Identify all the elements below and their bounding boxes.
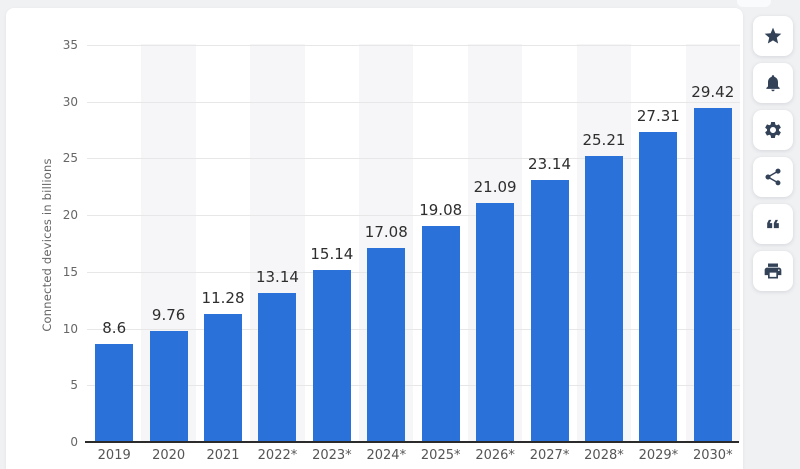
share-button[interactable] (753, 157, 793, 197)
bar-2029*[interactable] (639, 132, 678, 442)
gridline-y-35 (87, 45, 740, 46)
x-tick-label-2029*: 2029* (638, 448, 679, 463)
y-tick-label-15: 15 (62, 264, 78, 279)
bar-2030*[interactable] (693, 108, 732, 442)
bar-value-2030*: 29.42 (691, 83, 735, 102)
bar-value-2023*: 15.14 (310, 245, 354, 264)
favorite-button[interactable] (753, 16, 793, 56)
bar-value-2020: 9.76 (151, 306, 186, 325)
x-tick-label-2030*: 2030* (692, 448, 733, 463)
bar-2021[interactable] (204, 314, 243, 442)
bell-icon (763, 73, 783, 93)
y-tick-label-20: 20 (62, 208, 78, 223)
y-tick-label-5: 5 (70, 378, 78, 393)
x-tick-label-2019: 2019 (97, 448, 131, 463)
bar-value-2027*: 23.14 (528, 154, 571, 173)
bar-2023*[interactable] (312, 270, 351, 442)
bar-2025*[interactable] (421, 225, 460, 442)
y-tick-label-0: 0 (70, 435, 78, 449)
bar-value-2028*: 25.21 (582, 131, 626, 150)
bar-2026*[interactable] (476, 202, 515, 442)
bar-value-2024*: 17.08 (364, 223, 408, 242)
y-tick-label-10: 10 (62, 321, 78, 336)
x-tick-label-2024*: 2024* (366, 448, 407, 463)
bar-2019[interactable] (95, 344, 134, 442)
star-icon (763, 26, 783, 46)
y-tick-label-25: 25 (62, 151, 78, 166)
bar-2027*[interactable] (530, 179, 569, 442)
x-tick-label-2022*: 2022* (257, 448, 298, 463)
notifications-button[interactable] (753, 63, 793, 103)
quote-icon (763, 214, 783, 234)
bar-value-2019: 8.6 (102, 319, 127, 338)
x-tick-label-2027*: 2027* (529, 448, 570, 463)
x-tick-label-2026*: 2026* (475, 448, 515, 463)
bar-2028*[interactable] (584, 156, 623, 442)
bar-2024*[interactable] (367, 248, 406, 442)
gridline-y-10 (87, 328, 740, 330)
bar-2020[interactable] (149, 331, 188, 442)
cropped-ui-element (737, 0, 771, 7)
bar-2022*[interactable] (258, 292, 297, 442)
x-tick-label-2023*: 2023* (312, 448, 352, 463)
gridline-y-30 (87, 101, 740, 103)
print-button[interactable] (753, 251, 793, 291)
x-axis-line (85, 441, 739, 443)
gridline-y-15 (87, 271, 740, 273)
gear-icon (763, 120, 783, 140)
y-tick-label-35: 35 (62, 38, 78, 52)
printer-icon (763, 261, 783, 281)
bar-value-2029*: 27.31 (636, 107, 680, 126)
y-tick-label-30: 30 (62, 94, 78, 109)
x-tick-label-2025*: 2025* (420, 448, 461, 463)
bar-value-2021: 11.28 (201, 289, 245, 308)
bar-value-2022*: 13.14 (255, 267, 299, 286)
gridline-y-20 (87, 215, 740, 217)
x-tick-label-2028*: 2028* (584, 448, 624, 463)
x-tick-label-2021: 2021 (206, 448, 240, 463)
bar-value-2025*: 19.08 (419, 200, 463, 219)
bar-value-2026*: 21.09 (473, 177, 517, 196)
share-icon (763, 167, 783, 187)
gridline-y-5 (87, 385, 740, 387)
x-tick-label-2020: 2020 (152, 448, 186, 463)
cite-button[interactable] (753, 204, 793, 244)
settings-button[interactable] (753, 110, 793, 150)
gridline-y-25 (87, 158, 740, 160)
